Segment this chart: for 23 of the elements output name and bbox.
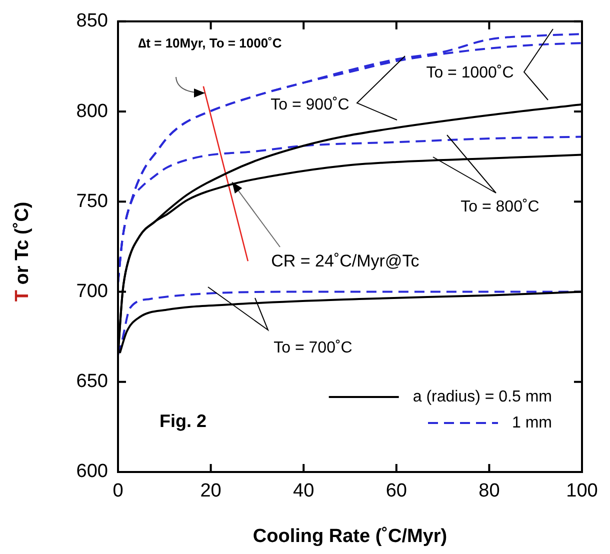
x-tick-label: 0 (112, 480, 124, 502)
y-tick-label: 700 (76, 280, 108, 302)
annotation: To = 1000˚C (426, 64, 514, 82)
legend-label: 1 mm (512, 414, 552, 432)
x-tick-label: 60 (386, 480, 407, 502)
y-tick-label: 600 (76, 461, 108, 482)
annotation: To = 900˚C (270, 96, 350, 114)
x-axis-title: Cooling Rate (˚C/Myr) (252, 526, 448, 547)
y-tick-label: 750 (76, 190, 108, 212)
y-tick-label: 650 (76, 371, 108, 392)
annotation: CR = 24˚C/Myr@Tc (271, 252, 420, 270)
x-tick-label: 80 (478, 480, 500, 502)
x-tick-label: 40 (293, 480, 314, 502)
y-tick-label: 800 (76, 100, 108, 122)
annotation: Fig. 2 (159, 410, 207, 431)
x-tick-label: 100 (566, 480, 598, 502)
annotation: ∆t = 10Myr, To = 1000˚C (138, 36, 282, 51)
legend-label: a (radius) = 0.5 mm (412, 388, 552, 406)
annotation: To = 700˚C (274, 339, 352, 356)
y-axis-title: T or Tc (˚C) (12, 202, 34, 302)
x-tick-label: 20 (200, 480, 222, 502)
y-tick-label: 850 (76, 10, 108, 32)
annotation: To = 800˚C (460, 198, 540, 216)
